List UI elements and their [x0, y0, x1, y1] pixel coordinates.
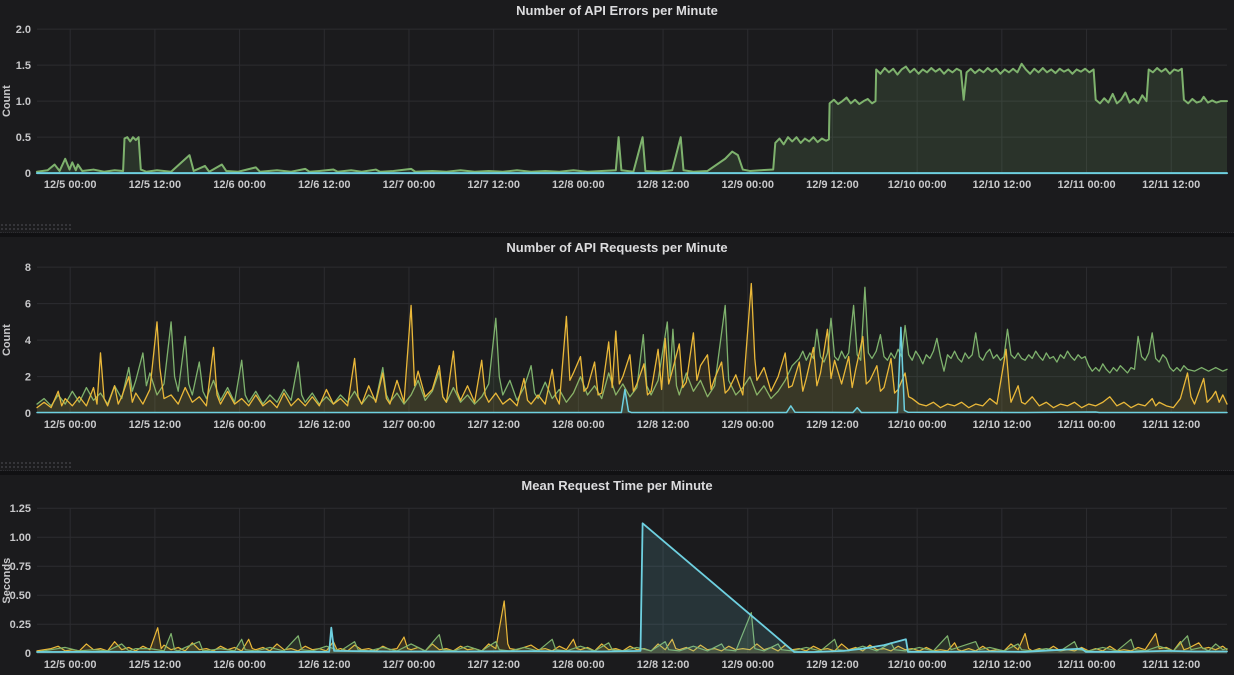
- x-tick-label: 12/11 12:00: [1142, 179, 1200, 191]
- y-axis-title: Seconds: [1, 557, 13, 603]
- mean-request-time-plot[interactable]: 0 0.25 0.50 0.75 1.00 1.25 12/5 00:00 12/5 12:0…: [0, 497, 1234, 675]
- panel-gap: [0, 233, 1234, 238]
- x-tick-label: 12/7 00:00: [383, 179, 436, 191]
- x-tick-label: 12/6 12:00: [298, 419, 351, 431]
- x-tick-label: 12/5 00:00: [44, 419, 97, 431]
- x-tick-label: 12/8 00:00: [552, 419, 605, 431]
- api-requests-plot[interactable]: 0 2 4 6 8 12/5 00:00 12/5 12:00 12/6 00:00 12/6 …: [0, 259, 1234, 469]
- y-tick-label: 2.0: [16, 24, 31, 36]
- y-tick-label: 0.50: [10, 590, 31, 602]
- x-tick-label: 12/9 12:00: [806, 179, 859, 191]
- panel-resize-handle[interactable]: [0, 223, 72, 232]
- y-tick-label: 1.25: [10, 503, 31, 515]
- chart-mean-request-time[interactable]: 0 0.25 0.50 0.75 1.00 1.25 12/5 00:00 12/5 12:0…: [0, 497, 1234, 675]
- y-tick-label: 1.0: [16, 96, 31, 108]
- x-tick-label: 12/9 00:00: [721, 419, 774, 431]
- x-tick-label: 12/7 12:00: [467, 419, 520, 431]
- x-tick-label: 12/9 00:00: [721, 659, 774, 671]
- y-tick-label: 8: [25, 262, 31, 274]
- api-errors-plot[interactable]: 0 0.5 1.0 1.5 2.0 12/5 00:00 12/5 12:00 12/6 00…: [0, 22, 1234, 232]
- series-line-meantime-yellow: [36, 599, 1228, 652]
- panel-api-errors: Number of API Errors per Minute 0 0.5 1.0 1…: [0, 0, 1234, 234]
- x-tick-label: 12/5 12:00: [129, 179, 182, 191]
- x-tick-label: 12/7 00:00: [383, 659, 436, 671]
- panel-title-api-errors[interactable]: Number of API Errors per Minute: [516, 3, 718, 18]
- panel-api-requests: Number of API Requests per Minute 0 2 4 6 8 1…: [0, 237, 1234, 471]
- x-tick-label: 12/6 12:00: [298, 659, 351, 671]
- series-line-requests-yellow: [36, 283, 1228, 409]
- y-tick-label: 1.5: [16, 60, 31, 72]
- y-tick-label: 6: [25, 299, 31, 311]
- series-fill-meantime-yellow: [37, 600, 1227, 653]
- y-axis-title: Count: [1, 324, 13, 356]
- y-tick-label: 0: [25, 408, 31, 420]
- panel-title-mean-request-time[interactable]: Mean Request Time per Minute: [521, 477, 713, 493]
- y-axis-title: Count: [1, 85, 13, 117]
- series-line-requests-green: [36, 286, 1228, 407]
- chart-api-requests[interactable]: 0 2 4 6 8 12/5 00:00 12/5 12:00 12/6 00:00 12/6 …: [0, 259, 1234, 469]
- series-fill-requests-yellow: [37, 283, 1227, 414]
- x-tick-label: 12/11 12:00: [1142, 659, 1200, 671]
- x-tick-label: 12/10 12:00: [972, 179, 1031, 191]
- x-tick-label: 12/11 00:00: [1057, 659, 1115, 671]
- y-tick-label: 0.5: [16, 132, 31, 144]
- x-tick-label: 12/8 12:00: [637, 179, 690, 191]
- x-tick-label: 12/10 12:00: [972, 419, 1031, 431]
- series-line-meantime-cyan: [36, 521, 1228, 653]
- x-tick-label: 12/5 00:00: [44, 179, 97, 191]
- series-line-requests-cyan: [36, 326, 1228, 414]
- x-tick-label: 12/5 12:00: [129, 659, 182, 671]
- series-fill-meantime-cyan: [37, 522, 1227, 653]
- x-tick-label: 12/8 00:00: [552, 179, 605, 191]
- x-tick-label: 12/7 12:00: [467, 659, 520, 671]
- x-tick-label: 12/9 00:00: [721, 179, 774, 191]
- x-tick-label: 12/8 00:00: [552, 659, 605, 671]
- series-fill-api-errors: [37, 63, 1227, 174]
- x-tick-label: 12/8 12:00: [637, 659, 690, 671]
- series-line-meantime-green: [36, 611, 1228, 653]
- y-tick-label: 1.00: [10, 532, 31, 544]
- y-tick-label: 0: [25, 168, 31, 180]
- x-tick-label: 12/6 12:00: [298, 179, 351, 191]
- x-tick-label: 12/7 00:00: [383, 419, 436, 431]
- x-tick-label: 12/11 12:00: [1142, 419, 1200, 431]
- x-tick-label: 12/8 12:00: [637, 419, 690, 431]
- x-tick-label: 12/11 00:00: [1057, 179, 1115, 191]
- y-tick-label: 0.75: [10, 561, 31, 573]
- y-tick-label: 0: [25, 648, 31, 660]
- y-tick-label: 2: [25, 372, 31, 384]
- x-tick-label: 12/5 12:00: [129, 419, 182, 431]
- x-tick-label: 12/9 12:00: [806, 659, 859, 671]
- x-tick-label: 12/5 00:00: [44, 659, 97, 671]
- x-tick-label: 12/10 00:00: [888, 179, 947, 191]
- y-tick-label: 4: [25, 335, 32, 347]
- x-tick-label: 12/9 12:00: [806, 419, 859, 431]
- x-tick-label: 12/6 00:00: [213, 419, 266, 431]
- panel-mean-request-time: Mean Request Time per Minute 0 0.25 0.50 0.…: [0, 474, 1234, 675]
- series-fill-requests-green: [37, 287, 1227, 414]
- panel-gap: [0, 470, 1234, 475]
- x-tick-label: 12/6 00:00: [213, 659, 266, 671]
- panel-resize-handle[interactable]: [0, 460, 72, 469]
- x-tick-label: 12/10 00:00: [888, 659, 947, 671]
- x-tick-label: 12/7 12:00: [467, 179, 520, 191]
- series-line-api-errors: [36, 62, 1228, 173]
- chart-api-errors[interactable]: 0 0.5 1.0 1.5 2.0 12/5 00:00 12/5 12:00 12/6 00…: [0, 22, 1234, 232]
- x-tick-label: 12/10 12:00: [972, 659, 1031, 671]
- panel-title-api-requests[interactable]: Number of API Requests per Minute: [506, 240, 728, 256]
- x-tick-label: 12/6 00:00: [213, 179, 266, 191]
- y-tick-label: 0.25: [10, 619, 31, 631]
- x-tick-label: 12/10 00:00: [888, 419, 947, 431]
- x-tick-label: 12/11 00:00: [1057, 419, 1115, 431]
